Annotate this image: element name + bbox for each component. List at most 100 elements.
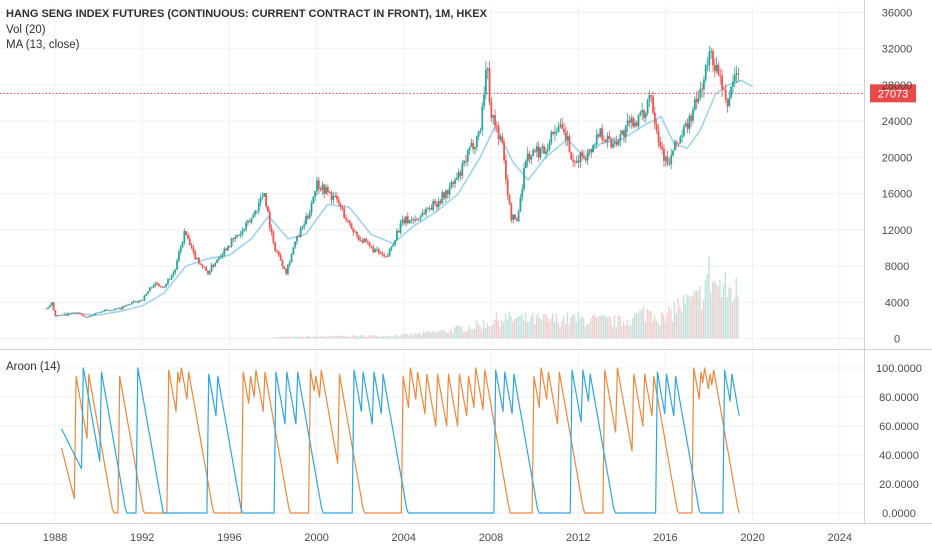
candle-body[interactable] bbox=[486, 68, 489, 70]
candle-body[interactable] bbox=[579, 152, 582, 163]
candle-body[interactable] bbox=[666, 156, 669, 165]
candle-body[interactable] bbox=[290, 254, 293, 263]
candle-body[interactable] bbox=[136, 301, 139, 303]
candle-body[interactable] bbox=[334, 195, 337, 197]
candle-body[interactable] bbox=[703, 79, 705, 90]
candle-body[interactable] bbox=[635, 122, 638, 126]
candle-body[interactable] bbox=[223, 248, 226, 255]
candle-body[interactable] bbox=[261, 196, 264, 198]
candle-body[interactable] bbox=[368, 242, 371, 246]
candle-body[interactable] bbox=[494, 115, 496, 126]
candle-body[interactable] bbox=[733, 75, 736, 82]
candle-body[interactable] bbox=[550, 132, 553, 143]
candle-body[interactable] bbox=[592, 145, 594, 153]
candle-body[interactable] bbox=[217, 258, 220, 260]
candle-body[interactable] bbox=[514, 214, 516, 220]
candle-body[interactable] bbox=[332, 195, 335, 200]
candle-body[interactable] bbox=[203, 266, 206, 268]
candle-body[interactable] bbox=[735, 73, 738, 76]
candle-body[interactable] bbox=[267, 206, 269, 212]
candle-body[interactable] bbox=[374, 249, 376, 253]
candle-body[interactable] bbox=[208, 271, 211, 275]
candle-body[interactable] bbox=[675, 141, 678, 144]
candle-body[interactable] bbox=[399, 223, 402, 233]
candle-body[interactable] bbox=[177, 252, 180, 261]
candle-body[interactable] bbox=[379, 253, 382, 255]
candle-body[interactable] bbox=[423, 212, 426, 214]
candle-body[interactable] bbox=[515, 219, 518, 222]
candle-body[interactable] bbox=[159, 285, 162, 288]
candle-body[interactable] bbox=[608, 136, 611, 139]
candle-body[interactable] bbox=[615, 141, 618, 145]
candle-body[interactable] bbox=[112, 309, 115, 311]
candle-body[interactable] bbox=[310, 203, 313, 213]
candle-body[interactable] bbox=[710, 51, 713, 53]
candle-body[interactable] bbox=[154, 282, 157, 286]
candle-body[interactable] bbox=[712, 51, 714, 66]
candle-body[interactable] bbox=[388, 249, 391, 256]
candle-body[interactable] bbox=[301, 226, 304, 229]
candle-body[interactable] bbox=[383, 254, 386, 256]
candle-body[interactable] bbox=[116, 308, 119, 310]
candle-body[interactable] bbox=[366, 241, 369, 243]
candle-body[interactable] bbox=[668, 164, 671, 165]
candle-body[interactable] bbox=[232, 238, 235, 240]
candle-body[interactable] bbox=[688, 115, 691, 129]
candle-body[interactable] bbox=[225, 248, 228, 251]
candle-body[interactable] bbox=[448, 187, 451, 195]
candle-body[interactable] bbox=[492, 115, 495, 118]
candle-body[interactable] bbox=[348, 220, 351, 224]
candle-body[interactable] bbox=[386, 255, 389, 257]
candle-body[interactable] bbox=[279, 255, 282, 261]
candle-body[interactable] bbox=[147, 291, 149, 294]
candle-body[interactable] bbox=[286, 265, 289, 274]
candle-body[interactable] bbox=[50, 302, 53, 306]
candle-body[interactable] bbox=[314, 191, 317, 197]
candle-body[interactable] bbox=[474, 147, 476, 150]
candle-body[interactable] bbox=[67, 313, 69, 316]
candle-body[interactable] bbox=[401, 219, 404, 224]
candle-body[interactable] bbox=[468, 147, 471, 151]
candle-body[interactable] bbox=[406, 216, 409, 224]
candle-body[interactable] bbox=[555, 131, 558, 133]
candle-body[interactable] bbox=[190, 245, 193, 248]
candle-body[interactable] bbox=[70, 313, 73, 314]
candle-body[interactable] bbox=[268, 211, 271, 228]
candle-body[interactable] bbox=[272, 232, 275, 243]
candle-body[interactable] bbox=[425, 208, 427, 214]
candle-body[interactable] bbox=[118, 307, 120, 309]
candle-body[interactable] bbox=[539, 147, 542, 158]
candle-body[interactable] bbox=[441, 192, 444, 204]
candle-body[interactable] bbox=[108, 310, 111, 312]
candle-body[interactable] bbox=[650, 95, 653, 97]
candle-body[interactable] bbox=[681, 135, 684, 137]
candle-body[interactable] bbox=[54, 310, 57, 317]
candle-body[interactable] bbox=[499, 136, 502, 140]
candle-body[interactable] bbox=[107, 310, 109, 311]
candle-body[interactable] bbox=[677, 143, 680, 145]
candle-body[interactable] bbox=[699, 88, 702, 98]
candle-body[interactable] bbox=[170, 275, 173, 280]
candle-body[interactable] bbox=[123, 306, 126, 308]
candle-body[interactable] bbox=[435, 203, 438, 208]
candle-body[interactable] bbox=[408, 220, 411, 224]
candle-body[interactable] bbox=[706, 65, 709, 66]
candle-body[interactable] bbox=[270, 227, 273, 233]
candle-body[interactable] bbox=[90, 315, 93, 317]
candle-body[interactable] bbox=[196, 257, 198, 259]
candle-body[interactable] bbox=[670, 155, 673, 165]
candle-body[interactable] bbox=[132, 301, 135, 303]
candle-body[interactable] bbox=[630, 118, 633, 123]
candle-body[interactable] bbox=[330, 192, 333, 200]
candle-body[interactable] bbox=[414, 219, 416, 221]
candle-body[interactable] bbox=[354, 231, 357, 233]
candle-body[interactable] bbox=[559, 124, 562, 127]
candle-body[interactable] bbox=[510, 203, 513, 220]
candle-body[interactable] bbox=[336, 195, 338, 200]
candle-body[interactable] bbox=[187, 234, 189, 239]
candle-body[interactable] bbox=[288, 262, 291, 266]
candle-body[interactable] bbox=[472, 143, 475, 150]
candle-body[interactable] bbox=[325, 187, 327, 194]
candle-body[interactable] bbox=[419, 216, 422, 219]
candle-body[interactable] bbox=[535, 146, 538, 152]
